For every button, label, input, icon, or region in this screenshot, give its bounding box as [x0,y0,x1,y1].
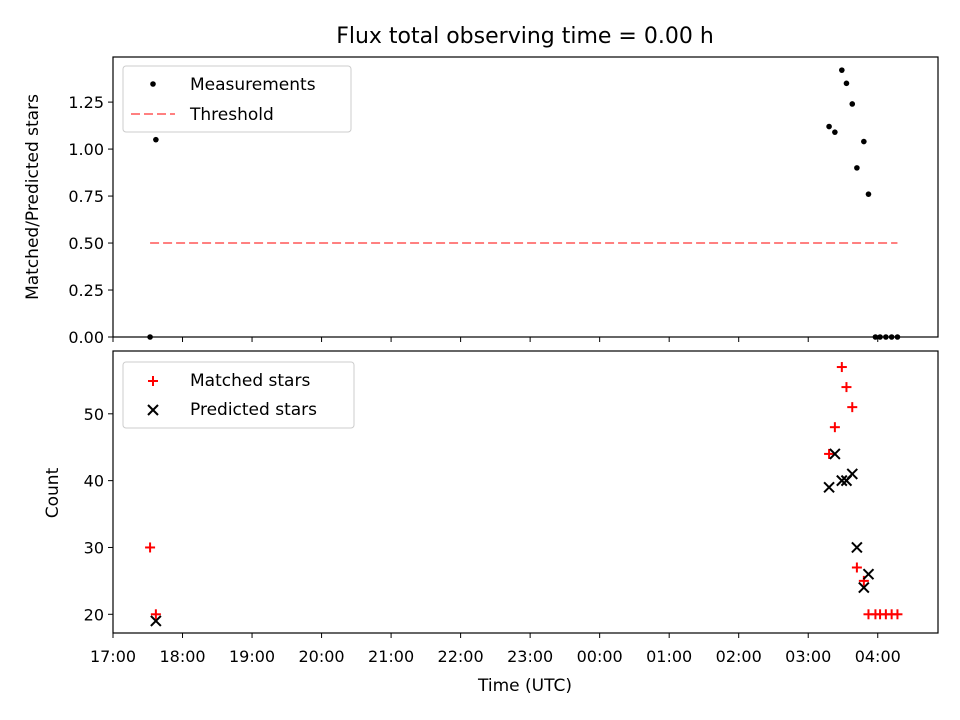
bottom-series [145,362,903,627]
measurement-point [826,123,832,130]
predicted-star-point [846,468,858,480]
matched-star-point [836,362,847,373]
measurement-point [849,101,856,107]
legend-measurements-marker [150,81,156,87]
measurement-point [832,129,838,135]
top-y-axis: 0.00 0.25 0.50 0.75 1.00 1.25 [68,93,113,347]
top-panel: 0.00 0.25 0.50 0.75 1.00 1.25 Matched/Predict… [23,56,939,347]
legend-matched-label: Matched stars [190,371,310,391]
measurement-point [153,136,159,143]
top-y-tick-label: 0.00 [68,328,104,347]
x-tick-label: 00:00 [577,647,623,666]
bottom-axes-frame [112,350,939,634]
matched-star-point [851,562,862,573]
top-y-tick-label: 0.75 [68,187,104,206]
predicted-star-point [858,581,870,594]
x-axis-label: Time (UTC) [477,676,572,696]
bottom-y-tick-label: 40 [84,472,104,491]
measurement-point [839,67,845,73]
bottom-y-tick-label: 20 [84,605,104,624]
x-tick-label: 23:00 [507,647,553,666]
bottom-x-axis: 17:00 18:00 19:00 20:00 21:00 22:00 23:00 00:00… [90,633,901,666]
chart-title: Flux total observing time = 0.00 h [336,24,714,49]
top-legend: Measurements Threshold [122,65,352,133]
x-tick-label: 01:00 [646,647,692,666]
matched-star-point [150,609,161,620]
predicted-star-point [851,541,863,554]
matched-star-point [145,542,156,553]
measurement-point [854,165,860,171]
x-tick-label: 03:00 [785,647,831,666]
x-tick-label: 02:00 [716,647,762,666]
matched-star-point [824,448,835,459]
matched-star-point [847,402,858,413]
top-y-axis-label: Matched/Predicted stars [23,94,43,300]
top-y-tick-label: 0.50 [68,234,104,253]
predicted-star-point [823,481,835,494]
predicted-star-point [836,474,848,487]
predicted-x-b [829,448,841,460]
measurement-point [843,80,850,87]
top-y-tick-label: 0.25 [68,281,104,300]
predicted-star-point [862,568,875,580]
legend-predicted-label: Predicted stars [190,400,317,420]
bottom-y-axis: 20 30 40 50 [84,405,113,624]
predicted-x-b [846,468,858,480]
predicted-x-b [150,615,162,627]
matched-star-point [892,609,903,620]
legend-predicted-marker-b [147,404,159,416]
measurement-point [865,191,872,197]
x-tick-label: 19:00 [229,647,275,666]
bottom-y-tick-label: 50 [84,405,104,424]
bottom-y-tick-label: 30 [84,538,104,557]
matched-star-point [841,382,852,393]
bottom-legend-frame [122,361,355,429]
predicted-star-point [829,448,841,460]
predicted-x-b [823,481,835,494]
predicted-x-b [851,541,863,554]
legend-threshold-label: Threshold [189,105,274,125]
matched-star-point [829,422,840,433]
top-y-tick-label: 1.00 [68,140,104,159]
bottom-panel: 17:00 18:00 19:00 20:00 21:00 22:00 23:00 00:00… [43,350,939,696]
x-tick-label: 18:00 [159,647,205,666]
x-tick-label: 21:00 [368,647,414,666]
predicted-x-b [858,581,870,594]
top-axes-frame [112,56,939,338]
top-x-axis [112,337,879,342]
x-tick-label: 04:00 [855,647,901,666]
measurement-point [861,138,867,145]
x-tick-label: 20:00 [299,647,345,666]
top-y-tick-label: 1.25 [68,93,104,112]
legend-measurements-label: Measurements [190,75,316,95]
bottom-legend: Matched stars Predicted stars [122,361,355,429]
predicted-x-b [836,474,848,487]
x-tick-label: 17:00 [90,647,136,666]
predicted-x-b [862,568,875,580]
top-legend-frame [122,65,352,133]
x-tick-label: 22:00 [438,647,484,666]
predicted-star-point [150,615,162,627]
bottom-y-axis-label: Count [43,467,63,518]
